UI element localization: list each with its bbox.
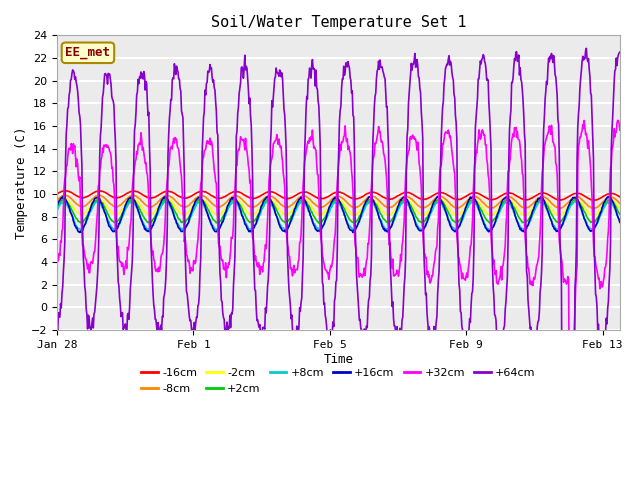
- -8cm: [471, 193, 479, 199]
- +64cm: [364, 325, 371, 331]
- Line: -2cm: -2cm: [57, 198, 620, 216]
- +8cm: [452, 227, 460, 233]
- +16cm: [434, 193, 442, 199]
- +16cm: [433, 194, 441, 200]
- +8cm: [616, 218, 623, 224]
- +64cm: [604, 305, 612, 311]
- +16cm: [425, 212, 433, 218]
- +32cm: [53, 261, 61, 266]
- -2cm: [425, 207, 433, 213]
- +32cm: [603, 251, 611, 256]
- +64cm: [568, 457, 576, 463]
- +32cm: [433, 246, 440, 252]
- +2cm: [434, 197, 442, 203]
- -16cm: [53, 191, 61, 197]
- Line: +8cm: +8cm: [57, 201, 620, 230]
- +64cm: [470, 244, 478, 250]
- +16cm: [569, 195, 577, 201]
- Line: +32cm: +32cm: [57, 120, 620, 381]
- +16cm: [364, 196, 372, 202]
- +16cm: [616, 219, 623, 225]
- -2cm: [53, 202, 61, 208]
- +8cm: [433, 200, 441, 206]
- +2cm: [129, 196, 136, 202]
- -2cm: [569, 198, 577, 204]
- -16cm: [604, 191, 612, 197]
- +64cm: [616, 49, 623, 55]
- -2cm: [433, 198, 441, 204]
- Line: +16cm: +16cm: [57, 196, 620, 232]
- -8cm: [53, 197, 61, 203]
- -16cm: [589, 197, 597, 203]
- -16cm: [364, 191, 372, 196]
- +8cm: [53, 207, 61, 213]
- -2cm: [616, 206, 623, 212]
- -8cm: [568, 196, 576, 202]
- +8cm: [472, 201, 479, 206]
- +64cm: [424, 328, 432, 334]
- Line: -16cm: -16cm: [57, 191, 620, 200]
- +2cm: [365, 197, 372, 203]
- +32cm: [568, 358, 576, 364]
- -8cm: [425, 202, 433, 208]
- Line: +2cm: +2cm: [57, 199, 620, 223]
- +64cm: [433, 319, 440, 325]
- Line: -8cm: -8cm: [57, 195, 620, 208]
- +32cm: [616, 127, 623, 133]
- +8cm: [298, 198, 305, 204]
- X-axis label: Time: Time: [323, 353, 353, 366]
- -2cm: [604, 198, 612, 204]
- +2cm: [426, 210, 434, 216]
- +8cm: [364, 201, 372, 206]
- Line: +64cm: +64cm: [57, 48, 620, 480]
- +32cm: [565, 378, 573, 384]
- -2cm: [364, 198, 372, 204]
- -16cm: [433, 191, 441, 196]
- Y-axis label: Temperature (C): Temperature (C): [15, 127, 28, 239]
- -2cm: [472, 197, 479, 203]
- -16cm: [425, 195, 433, 201]
- +16cm: [604, 194, 612, 200]
- +8cm: [425, 215, 433, 220]
- +32cm: [364, 256, 371, 262]
- -2cm: [163, 195, 171, 201]
- -2cm: [453, 213, 461, 218]
- Text: EE_met: EE_met: [65, 46, 111, 60]
- +2cm: [616, 212, 623, 217]
- -16cm: [471, 190, 479, 196]
- -8cm: [433, 195, 441, 201]
- +16cm: [53, 204, 61, 210]
- +2cm: [604, 197, 612, 203]
- -16cm: [568, 192, 576, 197]
- -8cm: [604, 195, 612, 201]
- +2cm: [472, 197, 479, 203]
- +64cm: [53, 324, 61, 329]
- -16cm: [616, 194, 623, 200]
- Title: Soil/Water Temperature Set 1: Soil/Water Temperature Set 1: [211, 15, 466, 30]
- +2cm: [569, 198, 577, 204]
- +64cm: [582, 46, 590, 51]
- +16cm: [472, 197, 479, 203]
- +8cm: [569, 201, 577, 207]
- +8cm: [604, 200, 612, 205]
- Legend: -16cm, -8cm, -2cm, +2cm, +8cm, +16cm, +32cm, +64cm: -16cm, -8cm, -2cm, +2cm, +8cm, +16cm, +3…: [137, 364, 540, 398]
- +2cm: [315, 220, 323, 226]
- +16cm: [349, 229, 357, 235]
- +32cm: [614, 118, 621, 123]
- -8cm: [364, 194, 372, 200]
- +2cm: [53, 205, 61, 211]
- -16cm: [61, 188, 69, 193]
- -8cm: [616, 201, 623, 206]
- -8cm: [589, 205, 597, 211]
- +32cm: [470, 175, 478, 181]
- +32cm: [424, 274, 432, 280]
- -8cm: [60, 192, 68, 198]
